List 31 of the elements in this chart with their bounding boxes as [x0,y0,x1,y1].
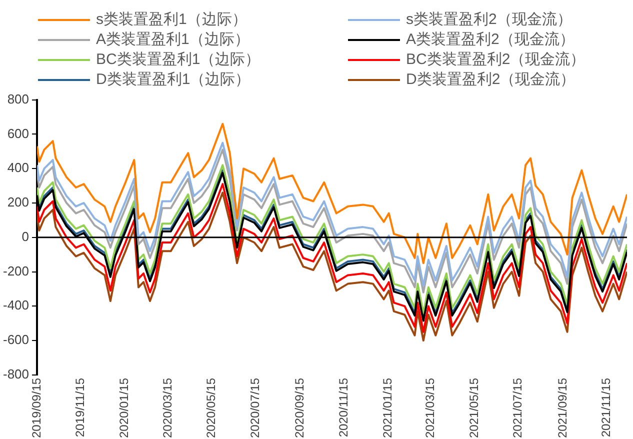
x-tick-label: 2020/11/15 [336,378,351,438]
y-tick-label: 0 [22,228,30,244]
x-tick-label: 2020/03/15 [160,378,174,438]
x-tick-label: 2021/09/15 [555,378,570,438]
legend-label: D类装置盈利1（边际） [96,70,250,89]
x-tick-label: 2020/09/15 [292,378,307,438]
y-tick-label: 200 [7,194,30,210]
legend-label: A类装置盈利2（现金流） [406,30,574,49]
y-tick-label: -200 [2,263,30,278]
x-tick-label: 2021/03/15 [422,378,437,438]
y-tick-label: 600 [7,126,30,141]
x-tick-label: 2020/05/15 [204,378,218,438]
legend-label: s类装置盈利1（边际） [96,10,247,29]
y-tick-label: -800 [2,366,30,382]
x-tick-label: 2020/07/15 [248,378,262,438]
x-tick-label: 2019/11/15 [73,378,88,438]
legend-label: s类装置盈利2（现金流） [406,10,572,29]
y-tick-label: -400 [2,298,30,313]
x-tick-label: 2021/05/15 [466,378,481,438]
y-tick-label: -600 [2,332,30,348]
x-tick-label: 2020/01/15 [117,378,132,438]
legend-label: D类装置盈利2（现金流） [406,70,576,89]
legend-label: A类装置盈利1（边际） [96,30,250,49]
legend-label: BC类装置盈利1（边际） [96,50,260,69]
x-tick-label: 2019/09/15 [29,378,44,438]
x-tick-label: 2021/01/15 [380,378,394,438]
x-tick-label: 2021/11/15 [599,378,614,438]
y-tick-label: 800 [7,91,30,106]
y-tick-label: 400 [7,160,30,176]
legend-label: BC类装置盈利2（现金流） [406,50,586,69]
x-tick-label: 2021/07/15 [510,378,525,438]
